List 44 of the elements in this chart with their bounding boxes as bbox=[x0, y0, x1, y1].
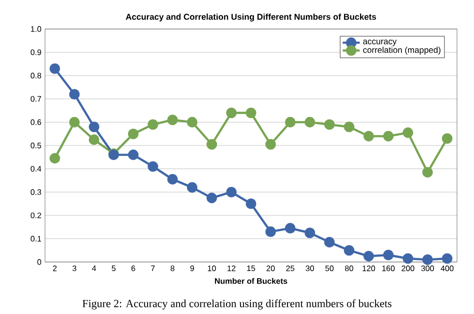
point bbox=[186, 182, 198, 193]
point bbox=[148, 119, 158, 130]
point bbox=[50, 63, 60, 74]
point bbox=[422, 254, 433, 265]
point bbox=[128, 150, 139, 160]
point bbox=[265, 226, 276, 237]
point bbox=[246, 108, 256, 118]
point bbox=[304, 116, 316, 128]
point bbox=[363, 130, 374, 142]
point bbox=[186, 116, 198, 128]
point bbox=[324, 119, 335, 130]
point bbox=[226, 186, 237, 198]
point bbox=[50, 153, 60, 164]
point bbox=[324, 236, 335, 248]
point bbox=[383, 130, 394, 142]
point bbox=[69, 88, 80, 100]
point bbox=[226, 108, 237, 118]
point bbox=[88, 122, 100, 132]
point bbox=[128, 128, 139, 140]
chart-title: Accuracy and Correlation Using Different Numbers of Buckets bbox=[126, 14, 376, 22]
point bbox=[383, 250, 394, 260]
caption: Figure 2: Accuracy and correlation using different numbers of buckets bbox=[82, 299, 392, 310]
point bbox=[167, 114, 178, 126]
point bbox=[344, 122, 354, 132]
point bbox=[206, 192, 218, 204]
point bbox=[265, 139, 276, 150]
legend-label: accuracy bbox=[363, 40, 397, 46]
point bbox=[442, 133, 452, 144]
point bbox=[442, 253, 452, 264]
point bbox=[344, 245, 354, 256]
point bbox=[167, 174, 178, 185]
point bbox=[284, 116, 296, 128]
point bbox=[422, 167, 433, 178]
point bbox=[402, 127, 414, 138]
point bbox=[206, 139, 218, 150]
point bbox=[284, 222, 296, 234]
point bbox=[148, 161, 158, 172]
point bbox=[304, 228, 316, 238]
point bbox=[402, 253, 414, 264]
point bbox=[88, 134, 100, 145]
legend-label: correlation (mapped) bbox=[363, 46, 440, 55]
point bbox=[246, 198, 256, 210]
point bbox=[69, 116, 80, 128]
point bbox=[363, 250, 374, 262]
